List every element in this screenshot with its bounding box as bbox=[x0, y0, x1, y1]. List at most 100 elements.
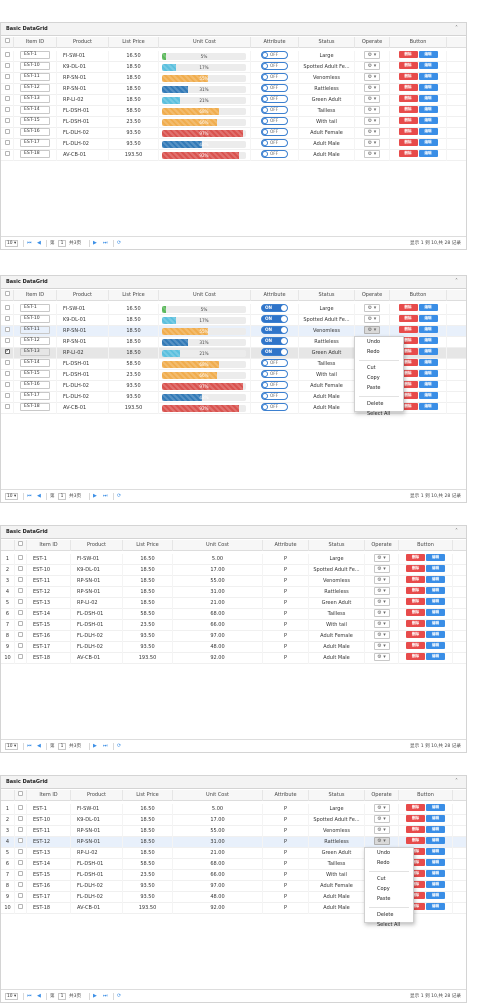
delete-button[interactable]: 删除 bbox=[398, 73, 418, 80]
table-row[interactable]: EST-17 FL-DLH-02 93.50 48% OFF Adult Male ⚙ ▾ 删… bbox=[1, 139, 466, 150]
header-unit-cost[interactable]: Unit Cost bbox=[173, 540, 263, 551]
table-row[interactable]: 5 EST-13 RP-LI-02 18.50 21.00 P Green Adult ⚙ ▾… bbox=[1, 598, 466, 609]
table-row[interactable]: EST-11 RP-SN-01 18.50 55% OFF Venomless ⚙ ▾ 删除编… bbox=[1, 73, 466, 84]
delete-button[interactable]: 删除 bbox=[398, 370, 418, 377]
collapse-icon[interactable]: ˄ bbox=[455, 278, 458, 285]
header-attribute[interactable]: Attribute bbox=[251, 37, 299, 48]
edit-button[interactable]: 编辑 bbox=[426, 653, 445, 660]
attribute-toggle[interactable]: ON bbox=[261, 326, 288, 334]
operate-gear-icon[interactable]: ⚙ ▾ bbox=[364, 139, 380, 147]
attribute-toggle[interactable]: OFF bbox=[261, 84, 288, 92]
operate-gear-icon[interactable]: ⚙ ▾ bbox=[373, 609, 390, 617]
edit-button[interactable]: 编辑 bbox=[426, 815, 445, 822]
prev-page-icon[interactable]: ◀ bbox=[37, 240, 41, 246]
operate-gear-icon[interactable]: ⚙ ▾ bbox=[373, 598, 390, 606]
delete-button[interactable]: 删除 bbox=[398, 95, 418, 102]
operate-gear-icon[interactable]: ⚙ ▾ bbox=[364, 51, 380, 59]
operate-gear-icon[interactable]: ⚙ ▾ bbox=[364, 326, 380, 334]
attribute-toggle[interactable]: ON bbox=[261, 337, 288, 345]
table-row[interactable]: 9 EST-17 FL-DLH-02 93.50 48.00 P Adult Male ⚙ ▾… bbox=[1, 642, 466, 653]
select-all-checkbox[interactable] bbox=[18, 541, 23, 546]
edit-button[interactable]: 编辑 bbox=[426, 576, 445, 583]
edit-button[interactable]: 编辑 bbox=[418, 337, 438, 344]
header-operate[interactable]: Operate bbox=[355, 37, 390, 48]
row-checkbox[interactable] bbox=[4, 85, 10, 90]
delete-button[interactable]: 删除 bbox=[406, 859, 425, 866]
table-row[interactable]: 4 EST-12 RP-SN-01 18.50 31.00 P Rattleless ⚙ ▾ 删… bbox=[1, 837, 466, 848]
edit-button[interactable]: 编辑 bbox=[426, 870, 445, 877]
menu-item-cut[interactable]: Cut bbox=[367, 365, 376, 371]
delete-button[interactable]: 删除 bbox=[406, 642, 425, 649]
delete-button[interactable]: 删除 bbox=[406, 587, 425, 594]
attribute-toggle[interactable]: OFF bbox=[261, 73, 288, 81]
edit-button[interactable]: 编辑 bbox=[426, 598, 445, 605]
last-page-icon[interactable]: ⏭ bbox=[103, 743, 108, 749]
attribute-toggle[interactable]: OFF bbox=[261, 139, 288, 147]
first-page-icon[interactable]: ⏮ bbox=[27, 493, 32, 499]
attribute-toggle[interactable]: OFF bbox=[261, 359, 288, 367]
edit-button[interactable]: 编辑 bbox=[418, 403, 438, 410]
row-checkbox[interactable] bbox=[4, 129, 10, 134]
operate-gear-icon[interactable]: ⚙ ▾ bbox=[373, 565, 390, 573]
delete-button[interactable]: 删除 bbox=[406, 609, 425, 616]
edit-button[interactable]: 编辑 bbox=[418, 381, 438, 388]
header-item-id[interactable]: Item ID bbox=[14, 37, 57, 48]
row-checkbox[interactable] bbox=[4, 140, 10, 145]
header-status[interactable]: Status bbox=[309, 540, 365, 551]
item-id-editor[interactable]: EST-1 bbox=[20, 51, 50, 59]
edit-button[interactable]: 编辑 bbox=[418, 315, 438, 322]
item-id-editor[interactable]: EST-12 bbox=[20, 84, 50, 92]
attribute-toggle[interactable]: OFF bbox=[261, 370, 288, 378]
row-checkbox[interactable] bbox=[4, 382, 10, 387]
row-checkbox[interactable] bbox=[18, 882, 23, 887]
item-id-editor[interactable]: EST-12 bbox=[20, 337, 50, 345]
header-product[interactable]: Product bbox=[57, 290, 109, 301]
operate-gear-icon[interactable]: ⚙ ▾ bbox=[373, 815, 390, 823]
row-checkbox[interactable] bbox=[4, 151, 10, 156]
row-checkbox[interactable] bbox=[4, 52, 10, 57]
operate-gear-icon[interactable]: ⚙ ▾ bbox=[373, 653, 390, 661]
item-id-editor[interactable]: EST-14 bbox=[20, 106, 50, 114]
attribute-toggle[interactable]: OFF bbox=[261, 62, 288, 70]
row-checkbox[interactable] bbox=[18, 643, 23, 648]
row-checkbox[interactable] bbox=[18, 904, 23, 909]
menu-item-delete[interactable]: Delete bbox=[377, 912, 394, 918]
edit-button[interactable]: 编辑 bbox=[418, 62, 438, 69]
operate-gear-icon[interactable]: ⚙ ▾ bbox=[364, 62, 380, 70]
header-button[interactable]: Button bbox=[399, 790, 453, 801]
attribute-toggle[interactable]: OFF bbox=[261, 381, 288, 389]
edit-button[interactable]: 编辑 bbox=[418, 150, 438, 157]
delete-button[interactable]: 删除 bbox=[406, 903, 425, 910]
operate-gear-icon[interactable]: ⚙ ▾ bbox=[364, 150, 380, 158]
row-checkbox[interactable] bbox=[4, 393, 10, 398]
collapse-icon[interactable]: ˄ bbox=[455, 528, 458, 535]
item-id-editor[interactable]: EST-16 bbox=[20, 381, 50, 389]
row-checkbox[interactable] bbox=[4, 118, 10, 123]
last-page-icon[interactable]: ⏭ bbox=[103, 993, 108, 999]
header-attribute[interactable]: Attribute bbox=[251, 290, 299, 301]
menu-item-redo[interactable]: Redo bbox=[367, 349, 380, 355]
row-checkbox[interactable] bbox=[18, 610, 23, 615]
last-page-icon[interactable]: ⏭ bbox=[103, 493, 108, 499]
edit-button[interactable]: 编辑 bbox=[418, 326, 438, 333]
attribute-toggle[interactable]: OFF bbox=[261, 150, 288, 158]
edit-button[interactable]: 编辑 bbox=[426, 826, 445, 833]
prev-page-icon[interactable]: ◀ bbox=[37, 493, 41, 499]
operate-gear-icon[interactable]: ⚙ ▾ bbox=[373, 826, 390, 834]
refresh-icon[interactable]: ⟳ bbox=[117, 993, 122, 999]
row-checkbox[interactable] bbox=[4, 404, 10, 409]
edit-button[interactable]: 编辑 bbox=[418, 370, 438, 377]
header-status[interactable]: Status bbox=[309, 790, 365, 801]
edit-button[interactable]: 编辑 bbox=[426, 631, 445, 638]
operate-gear-icon[interactable]: ⚙ ▾ bbox=[364, 315, 380, 323]
header-unit-cost[interactable]: Unit Cost bbox=[159, 37, 251, 48]
first-page-icon[interactable]: ⏮ bbox=[27, 240, 32, 246]
attribute-toggle[interactable]: ON bbox=[261, 315, 288, 323]
item-id-editor[interactable]: EST-13 bbox=[20, 95, 50, 103]
item-id-editor[interactable]: EST-10 bbox=[20, 62, 50, 70]
table-row[interactable]: 8 EST-16 FL-DLH-02 93.50 97.00 P Adult Female ⚙… bbox=[1, 631, 466, 642]
table-row[interactable]: 6 EST-14 FL-DSH-01 58.50 68.00 P Tailless ⚙ ▾ 删除… bbox=[1, 609, 466, 620]
menu-item-copy[interactable]: Copy bbox=[367, 375, 380, 381]
